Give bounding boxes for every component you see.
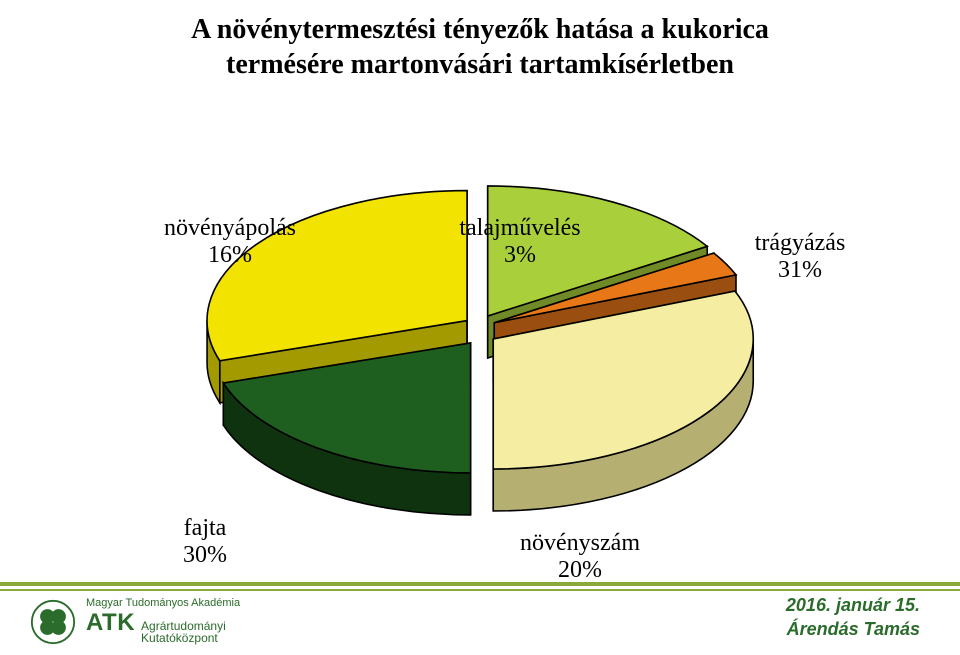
footer-org: Magyar Tudományos Akadémia ATK Agrártudo…	[30, 598, 240, 645]
footer-date: 2016. január 15.	[786, 594, 920, 617]
label-novenyapolas: növényápolás 16%	[150, 215, 310, 269]
chart-title: A növénytermesztési tényezők hatása a ku…	[0, 12, 960, 82]
label-talajmuveles: talajművelés 3%	[440, 215, 600, 269]
label-tragyazas: trágyázás 31%	[720, 230, 880, 284]
footer-author: Árendás Tamás	[786, 618, 920, 641]
footer-divider	[0, 582, 960, 591]
atk-logo-icon	[30, 599, 76, 645]
org-sub2: Kutatóközpont	[141, 632, 226, 645]
org-atk: ATK	[86, 610, 135, 635]
label-fajta: fajta 30%	[125, 515, 285, 569]
org-text: Magyar Tudományos Akadémia ATK Agrártudo…	[86, 598, 240, 645]
pie-chart: növényápolás 16%talajművelés 3%trágyázás…	[100, 115, 860, 545]
label-novenyszam: növényszám 20%	[500, 530, 660, 584]
title-line2: termésére martonvásári tartamkísérletben	[226, 49, 734, 80]
slide-root: A növénytermesztési tényezők hatása a ku…	[0, 0, 960, 655]
footer-right: 2016. január 15.Árendás Tamás	[786, 594, 920, 641]
title-line1: A növénytermesztési tényezők hatása a ku…	[191, 14, 769, 45]
